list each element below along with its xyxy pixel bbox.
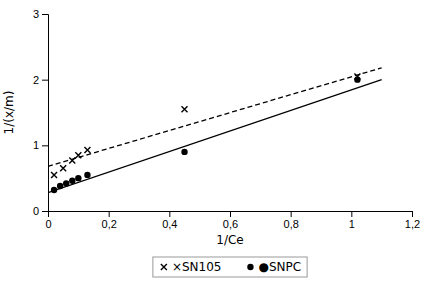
y-axis-title: 1/(x/m) — [2, 91, 16, 135]
point — [51, 172, 57, 178]
legend-label: ●SNPC — [258, 260, 301, 274]
point-group — [84, 172, 90, 178]
y-axis: 0 1 2 3 — [33, 8, 49, 217]
tick-label: 0,8 — [284, 218, 299, 230]
fit-line — [48, 80, 382, 193]
point — [69, 178, 75, 184]
tick-mark — [291, 211, 292, 217]
tick: 0 — [33, 205, 48, 217]
point — [51, 187, 57, 193]
point — [75, 152, 81, 158]
tick-mark — [42, 80, 48, 81]
legend-label: ×SN105 — [172, 260, 222, 274]
x-axis: 0 0,2 0,4 0,6 0,8 1 1,2 — [45, 211, 420, 230]
tick-label: 0 — [45, 218, 51, 230]
legend-symbol — [161, 264, 167, 270]
point-group — [51, 187, 57, 193]
x-axis-title: 1/Ce — [216, 233, 243, 247]
point — [84, 147, 90, 153]
point-group — [60, 165, 66, 171]
plot: 0 0,2 0,4 0,6 0,8 1 1,2 0 1 2 3 — [33, 8, 420, 230]
tick: 0 — [45, 211, 51, 230]
point — [181, 149, 187, 155]
point-group — [69, 157, 75, 163]
point — [60, 165, 66, 171]
tick-mark — [42, 14, 48, 15]
axis-line — [42, 15, 49, 212]
tick: 0,8 — [284, 211, 299, 230]
tick: 1 — [349, 211, 355, 230]
point-group — [63, 180, 69, 186]
legend-symbol — [247, 264, 253, 270]
tick-mark — [109, 211, 110, 217]
tick-label: 0,2 — [102, 218, 117, 230]
tick-label: 0,4 — [162, 218, 177, 230]
tick: 3 — [33, 8, 48, 20]
tick-label: 1 — [33, 139, 39, 151]
point — [354, 76, 360, 82]
tick-mark — [351, 211, 352, 217]
point-group — [69, 178, 75, 184]
tick: 0,4 — [162, 211, 177, 230]
tick: 0,2 — [102, 211, 117, 230]
point-group — [84, 147, 90, 153]
point-group — [182, 106, 188, 112]
tick: 2 — [33, 74, 48, 86]
tick-mark — [42, 145, 48, 146]
chart: 0 0,2 0,4 0,6 0,8 1 1,2 0 1 2 3 1/Ce 1/(x/m) ×SN105 ●S… — [0, 0, 430, 285]
point-group — [354, 76, 360, 82]
tick-label: 3 — [33, 8, 39, 20]
legend-item: ×SN105 — [161, 260, 222, 274]
tick-label: 1 — [349, 218, 355, 230]
tick-label: 0 — [33, 205, 39, 217]
marks — [48, 68, 382, 193]
point — [57, 183, 63, 189]
point — [63, 180, 69, 186]
fit-line — [48, 68, 382, 167]
axis-line — [49, 212, 413, 218]
legend-item: ●SNPC — [247, 260, 301, 274]
tick-mark — [169, 211, 170, 217]
point — [69, 157, 75, 163]
point-group — [75, 152, 81, 158]
tick: 1 — [33, 139, 48, 151]
point-group — [57, 183, 63, 189]
point — [84, 172, 90, 178]
tick-mark — [230, 211, 231, 217]
legend-symbol-group — [161, 264, 167, 270]
legend-symbol-group — [247, 264, 253, 270]
legend: ×SN105 ●SNPC — [153, 257, 307, 277]
legend-box — [153, 257, 307, 277]
tick-label: 1,2 — [405, 218, 420, 230]
point — [182, 106, 188, 112]
tick: 1,2 — [405, 211, 420, 230]
point-group — [181, 149, 187, 155]
tick: 0,6 — [223, 211, 238, 230]
tick-mark — [412, 211, 413, 217]
tick-mark — [42, 211, 48, 212]
point — [75, 175, 81, 181]
point-group — [75, 175, 81, 181]
point-group — [51, 172, 57, 178]
tick-label: 2 — [33, 74, 39, 86]
tick-label: 0,6 — [223, 218, 238, 230]
